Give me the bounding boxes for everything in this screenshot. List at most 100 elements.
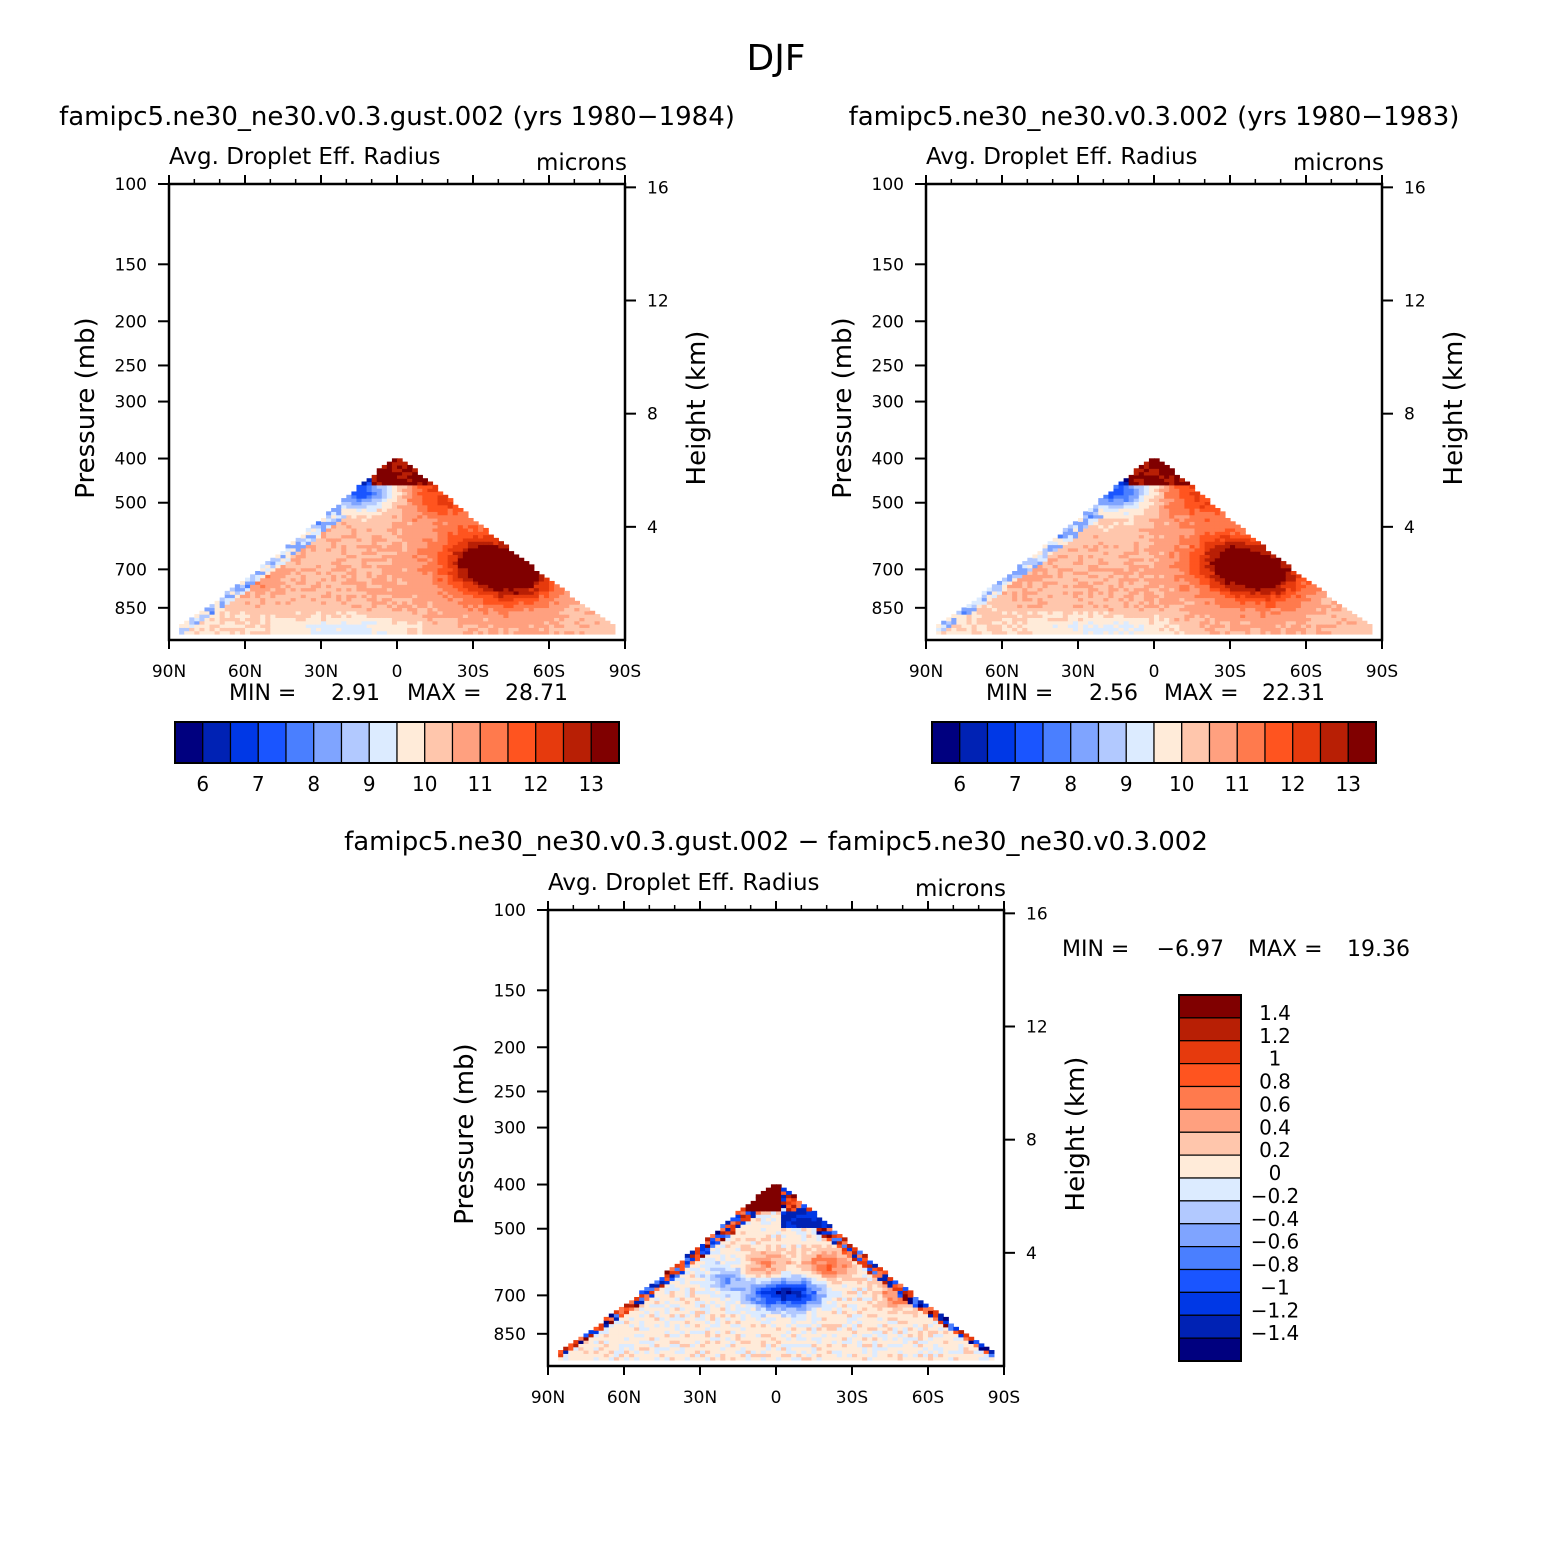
field-cell (326, 614, 332, 618)
field-cell (457, 521, 464, 526)
field-cell (1118, 511, 1125, 516)
field-cell (351, 531, 358, 536)
field-cell (381, 604, 388, 609)
field-cell (321, 554, 327, 559)
field-cell (1148, 521, 1155, 526)
field-cell (1214, 580, 1221, 585)
field-cell (1199, 620, 1206, 625)
field-cell (1088, 551, 1094, 556)
field-cell (976, 614, 983, 618)
field-cell (386, 531, 393, 536)
field-cell (981, 627, 988, 632)
field-cell (1133, 501, 1140, 506)
field-cell (351, 527, 358, 532)
field-cell (513, 614, 520, 618)
field-cell (326, 630, 332, 635)
field-cell (1184, 571, 1191, 575)
field-cell (1300, 597, 1307, 602)
field-cell (1052, 610, 1059, 615)
field-cell (488, 590, 494, 595)
field-cell (1280, 600, 1287, 605)
field-cell (239, 604, 246, 609)
field-cell (574, 630, 580, 635)
field-cell (245, 604, 251, 609)
field-cell (189, 627, 195, 632)
field-cell (361, 541, 368, 546)
field-cell (255, 590, 261, 595)
field-cell (386, 627, 393, 632)
field-cell (1103, 521, 1109, 526)
field-cell (1235, 614, 1241, 618)
field-cell (1194, 594, 1201, 599)
field-cell (599, 627, 606, 632)
field-cell (1057, 537, 1064, 542)
field-cell (1199, 494, 1206, 499)
field-cell (599, 620, 606, 625)
field-cell (1255, 620, 1261, 625)
field-cell (1128, 571, 1135, 575)
field-cell (391, 551, 398, 556)
field-cell (1138, 630, 1145, 635)
field-cell (341, 624, 347, 628)
colorbar-label: 11 (1225, 772, 1250, 796)
field-cell (1057, 564, 1064, 569)
field-cell (402, 488, 408, 493)
field-cell (1133, 594, 1140, 599)
field-cell (305, 574, 312, 579)
field-cell (315, 571, 322, 575)
field-cell (376, 561, 383, 565)
field-cell (1128, 614, 1135, 618)
field-cell (386, 610, 393, 615)
field-cell (1285, 590, 1292, 595)
field-cell (1072, 580, 1079, 585)
field-cell (1133, 561, 1140, 565)
field-cell (578, 1346, 585, 1351)
field-cell (1098, 524, 1104, 529)
field-cell (1164, 587, 1170, 592)
field-cell (366, 478, 373, 483)
field-cell (523, 564, 530, 569)
field-cell (1209, 541, 1216, 546)
field-cell (589, 614, 596, 618)
field-cell (457, 551, 464, 556)
field-cell (1351, 620, 1358, 625)
field-cell (1123, 577, 1130, 582)
field-cell (402, 564, 408, 569)
field-cell (366, 511, 373, 516)
field-cell (381, 607, 388, 612)
field-cell (402, 524, 408, 529)
field-cell (1113, 537, 1120, 542)
field-cell (518, 604, 525, 609)
field-cell (331, 541, 337, 546)
field-cell (407, 464, 413, 469)
field-cell (1179, 610, 1185, 615)
field-cell (966, 620, 973, 625)
field-cell (270, 630, 276, 635)
field-cell (366, 494, 373, 499)
field-cell (361, 531, 368, 536)
field-cell (569, 617, 575, 622)
field-cell (1072, 561, 1079, 565)
field-cell (321, 551, 327, 556)
field-cell (310, 531, 317, 536)
field-cell (1295, 607, 1302, 612)
field-cell (305, 537, 312, 542)
field-cell (427, 524, 434, 529)
field-cell (219, 617, 226, 622)
field-cell (432, 544, 439, 549)
field-cell (386, 508, 393, 512)
field-cell (1179, 607, 1185, 612)
field-cell (346, 514, 352, 519)
field-cell (1214, 514, 1221, 519)
field-cell (397, 508, 403, 512)
field-cell (407, 501, 413, 506)
field-cell (417, 561, 423, 565)
field-cell (280, 577, 287, 582)
field-cell (1159, 508, 1165, 512)
field-cell (1047, 564, 1054, 569)
field-cell (1128, 501, 1135, 506)
field-cell (371, 488, 378, 493)
field-cell (457, 544, 464, 549)
colorbar-swatch (1042, 721, 1072, 764)
field-cell (341, 577, 347, 582)
